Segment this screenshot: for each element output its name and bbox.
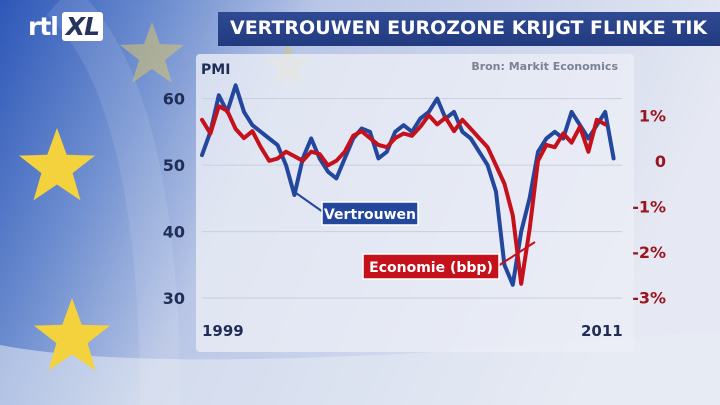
y-right-tick: -3%	[632, 289, 666, 308]
annotation-box-economie	[362, 253, 500, 280]
annotation-leader-vertrouwen	[295, 192, 324, 213]
title-bar: VERTROUWEN EUROZONE KRIJGT FLINKE TIK	[218, 12, 720, 46]
y-left-tick: 50	[163, 156, 185, 175]
rtlxl-logo: rtl XL	[28, 12, 104, 41]
annotation-economie: Economie (bbp)	[369, 260, 493, 276]
eu-flag-star-icon	[120, 22, 184, 83]
y-left-label: PMI	[201, 62, 230, 78]
annotation-vertrouwen: Vertrouwen	[324, 207, 416, 223]
annotation-leader-economie	[497, 241, 536, 267]
y-right-tick: 1%	[639, 106, 666, 125]
series-line-economie	[200, 104, 608, 286]
annotation-box-vertrouwen	[321, 201, 419, 226]
y-left-ticks: 60 50 40 30	[163, 90, 185, 309]
chart-title: VERTROUWEN EUROZONE KRIJGT FLINKE TIK	[230, 17, 708, 39]
y-left-tick: 40	[163, 223, 185, 242]
y-right-tick: -2%	[632, 243, 666, 262]
series-line-vertrouwen	[200, 83, 616, 287]
x-tick-label: 2011	[581, 322, 623, 340]
x-tick-label: 1999	[202, 322, 244, 340]
logo-text: rtl	[28, 12, 59, 41]
logo-badge: XL	[61, 12, 104, 41]
y-right-ticks: 1% 0 -1% -2% -3%	[632, 106, 666, 307]
y-left-tick: 30	[163, 289, 185, 308]
eu-flag-star-icon	[34, 298, 110, 371]
source-label: Bron: Markit Economics	[471, 60, 618, 73]
y-left-tick: 60	[163, 90, 185, 109]
eu-flag-star-icon	[19, 128, 95, 201]
y-right-tick: 0	[655, 152, 666, 171]
y-right-tick: -1%	[632, 197, 666, 216]
